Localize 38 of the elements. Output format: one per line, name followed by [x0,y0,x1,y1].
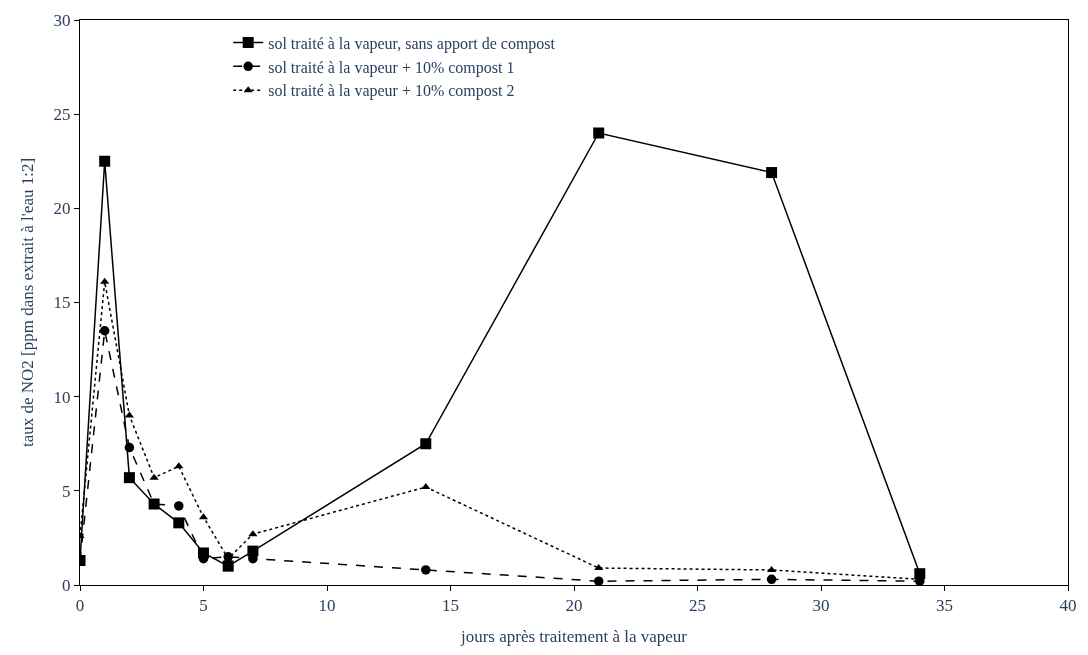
point [99,155,111,167]
point [421,565,431,575]
x-tick-label: 30 [812,596,830,616]
y-tick-label: 15 [53,293,71,313]
legend-label: sol traité à la vapeur + 10% compost 2 [268,82,515,101]
point [594,564,604,571]
point [222,560,234,572]
point [421,483,431,490]
y-tick-label: 10 [53,387,71,407]
x-axis-title: jours après traitement à la vapeur [459,626,688,646]
point [99,326,110,336]
x-tick-label: 20 [565,596,583,616]
point [593,576,604,585]
y-tick-label: 30 [53,10,71,30]
y-tick-label: 25 [53,105,71,125]
point [593,127,605,139]
point [173,517,185,529]
point [149,473,159,480]
x-tick-label: 10 [318,596,336,616]
point [766,574,777,585]
x-tick-label: 35 [936,596,953,616]
x-tick-label: 25 [689,596,706,616]
point [124,442,135,453]
y-tick-label: 20 [53,199,71,219]
x-tick-label: 5 [199,596,208,616]
x-tick-label: 0 [75,596,85,616]
point [174,501,184,511]
x-tick-label: 40 [1059,596,1077,616]
legend-label: sol traité à la vapeur, sans apport de compost [268,34,556,53]
point [766,167,778,179]
y-tick-label: 5 [62,481,71,501]
point [420,438,432,450]
point [100,277,110,284]
legend-label: sol traité à la vapeur + 10% compost 1 [268,58,515,77]
x-tick-label: 15 [442,596,459,616]
point [123,472,135,484]
y-axis-title: taux de NO2 [ppm dans extrait à l'eau 1:2] [18,157,38,448]
y-tick-label: 0 [62,575,71,595]
